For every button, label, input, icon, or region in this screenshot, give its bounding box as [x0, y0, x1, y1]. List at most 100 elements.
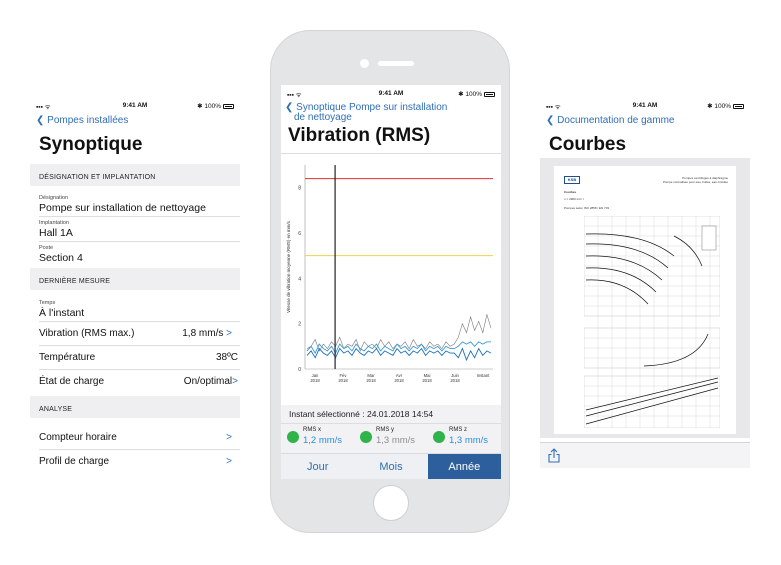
- document-page: KSB Pompes centrifuges à diaphragme Pomp…: [554, 166, 736, 434]
- battery-indicator: ✱ 100%: [197, 102, 234, 110]
- status-bar: ▪▪▪ ᯤ 9:41 AM ✱ 100%: [540, 100, 750, 112]
- status-dot-icon: [360, 431, 372, 443]
- battery-icon: [733, 103, 744, 109]
- legend-rms-x[interactable]: RMS x 1,2 mm/s: [287, 427, 357, 449]
- chevron-right-icon: >: [232, 376, 238, 387]
- compteur-label: Compteur horaire: [39, 432, 117, 443]
- series-line: [306, 347, 492, 362]
- series-line: [306, 341, 491, 355]
- temperature-value: 38ºC: [216, 352, 238, 363]
- poste-label: Poste: [39, 245, 54, 251]
- chevron-left-icon: ❮: [36, 115, 45, 126]
- temps-value: À l'instant: [39, 307, 85, 319]
- back-button[interactable]: ❮ Synoptique Pompe sur installation de n…: [285, 103, 447, 123]
- divider: [281, 423, 501, 424]
- pump-curves-figure: [584, 216, 720, 428]
- document-viewer[interactable]: KSB Pompes centrifuges à diaphragme Pomp…: [540, 158, 750, 438]
- section-header-designation: DÉSIGNATION ET IMPLANTATION: [30, 164, 240, 186]
- section-header-analyse: ANALYSE: [30, 396, 240, 418]
- temperature-label: Température: [39, 352, 96, 363]
- signal-wifi-icon: ▪▪▪ ᯤ: [546, 104, 561, 111]
- x-tick-label: 2018: [310, 378, 320, 383]
- tab-mois[interactable]: Mois: [354, 453, 428, 479]
- divider: [39, 369, 240, 370]
- chevron-right-icon: >: [226, 432, 232, 443]
- section-header-mesure: DERNIÈRE MESURE: [30, 268, 240, 290]
- page-title: Vibration (RMS): [288, 125, 431, 146]
- divider: [39, 345, 240, 346]
- legend-rms-z[interactable]: RMS z 1,3 mm/s: [433, 427, 499, 449]
- x-tick-label: Instant: [477, 373, 490, 378]
- back-button[interactable]: ❮ Documentation de gamme: [546, 115, 674, 126]
- legend-name: RMS x: [303, 427, 321, 433]
- doc-info-1: n = 2900 min⁻¹: [564, 197, 585, 201]
- status-bar: ▪▪▪ ᯤ 9:41 AM ✱ 100%: [281, 88, 501, 100]
- chevron-left-icon: ❮: [546, 115, 555, 126]
- x-tick-label: Jan: [312, 373, 319, 378]
- status-bar: ▪▪▪ ᯤ 9:41 AM ✱ 100%: [30, 100, 240, 112]
- charge-row[interactable]: État de charge On/optimal>: [39, 376, 240, 387]
- page-title: Courbes: [549, 134, 627, 155]
- legend-value: 1,3 mm/s: [376, 435, 416, 446]
- vibration-screen: ▪▪▪ ᯤ 9:41 AM ✱ 100% ❮ Synoptique Pompe …: [281, 85, 501, 479]
- battery-percent: 100%: [204, 103, 221, 110]
- status-time: 9:41 AM: [378, 90, 404, 97]
- vibration-row[interactable]: Vibration (RMS max.) 1,8 mm/s >: [39, 328, 240, 339]
- speaker-grille: [378, 61, 414, 66]
- share-icon[interactable]: [548, 448, 560, 463]
- x-tick-label: Mar: [367, 373, 375, 378]
- temps-label: Temps: [39, 300, 56, 306]
- chevron-right-icon: >: [226, 328, 232, 339]
- legend-name: RMS z: [449, 427, 467, 433]
- divider: [281, 153, 501, 154]
- battery-percent: 100%: [714, 103, 731, 110]
- instant-selected: Instant sélectionné : 24.01.2018 14:54: [289, 409, 434, 419]
- divider: [39, 449, 240, 450]
- battery-indicator: ✱ 100%: [458, 90, 495, 98]
- back-label: Pompes installées: [47, 115, 129, 126]
- y-tick-label: 0: [298, 367, 301, 373]
- legend-rms-y[interactable]: RMS y 1,3 mm/s: [360, 427, 430, 449]
- synoptique-screen: ▪▪▪ ᯤ 9:41 AM ✱ 100% ❮ Pompes installées…: [30, 96, 240, 468]
- x-tick-label: Mai: [424, 373, 431, 378]
- ksb-logo: KSB: [564, 176, 580, 184]
- temperature-row: Température 38ºC: [39, 352, 240, 363]
- phone-frame: ▪▪▪ ᯤ 9:41 AM ✱ 100% ❮ Synoptique Pompe …: [270, 30, 510, 533]
- divider: [39, 321, 240, 322]
- x-tick-label: 2018: [366, 378, 376, 383]
- divider: [39, 216, 240, 217]
- series-line: [306, 313, 492, 352]
- doc-info-2: Pompes selon ISO 2858 / EN 733: [564, 206, 610, 210]
- back-button[interactable]: ❮ Pompes installées: [36, 115, 128, 126]
- compteur-row[interactable]: Compteur horaire >: [39, 432, 240, 443]
- implantation-label: Implantation: [39, 220, 69, 226]
- home-button[interactable]: [373, 485, 409, 521]
- doc-label: Courbes: [564, 190, 577, 194]
- vibration-value: 1,8 mm/s: [182, 328, 224, 339]
- charge-value: On/optimal: [183, 376, 233, 387]
- bottom-toolbar: [540, 442, 750, 468]
- back-label-line1: Synoptique Pompe sur installation: [296, 102, 448, 113]
- profil-row[interactable]: Profil de charge >: [39, 456, 240, 467]
- doc-heading-line2: Pompe normalisée pour eau, huiles, eau c…: [662, 180, 728, 184]
- vibration-label: Vibration (RMS max.): [39, 328, 135, 339]
- status-time: 9:41 AM: [632, 102, 658, 109]
- legend-value: 1,2 mm/s: [303, 435, 343, 446]
- battery-icon: [223, 103, 234, 109]
- profil-label: Profil de charge: [39, 456, 110, 467]
- tab-jour[interactable]: Jour: [281, 453, 355, 479]
- battery-percent: 100%: [465, 91, 482, 98]
- poste-value: Section 4: [39, 252, 83, 264]
- designation-value: Pompe sur installation de nettoyage: [39, 202, 206, 214]
- vibration-chart[interactable]: 0 2 4 6 8 Vitesse de vibration moyenne (RMS) …: [281, 157, 501, 403]
- y-axis-label: Vitesse de vibration moyenne (RMS) en mm…: [286, 220, 291, 312]
- y-tick-label: 4: [298, 276, 301, 282]
- vibration-value-wrap: 1,8 mm/s >: [182, 328, 232, 339]
- x-tick-label: Fév: [340, 373, 348, 378]
- x-tick-label: 2018: [450, 378, 460, 383]
- designation-label: Désignation: [39, 195, 69, 201]
- x-tick-label: Avr: [396, 373, 403, 378]
- battery-icon: [484, 91, 495, 97]
- tab-annee[interactable]: Année: [427, 453, 501, 479]
- x-tick-label: 2018: [394, 378, 404, 383]
